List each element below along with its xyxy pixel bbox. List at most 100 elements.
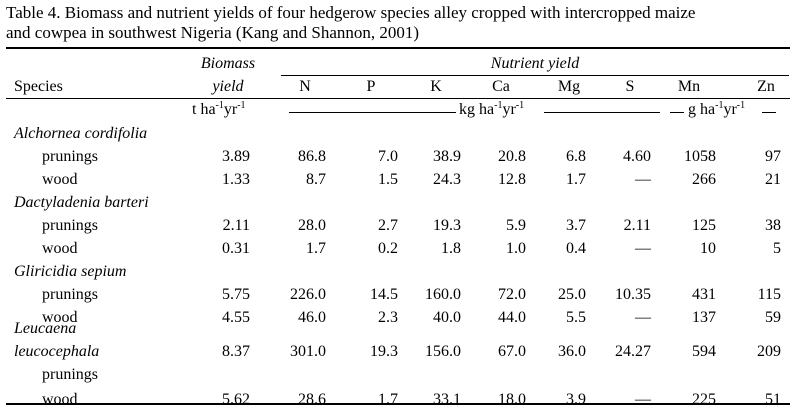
header-species: Species bbox=[14, 78, 63, 95]
cell-k: 33.1 bbox=[433, 391, 461, 408]
cell-p: 19.3 bbox=[370, 343, 398, 360]
cell-n: 28.0 bbox=[298, 217, 326, 234]
header-col-p: P bbox=[366, 78, 376, 95]
header-biomass-line2: yield bbox=[212, 78, 244, 95]
cell-mn: 1058 bbox=[684, 148, 716, 165]
cell-k: 156.0 bbox=[425, 343, 461, 360]
cell-zn: 97 bbox=[765, 148, 781, 165]
cell-n: 226.0 bbox=[290, 286, 326, 303]
row-label-prunings: prunings bbox=[42, 286, 98, 303]
cell-k: 40.0 bbox=[433, 309, 461, 326]
species-name: Gliricidia sepium bbox=[14, 263, 127, 280]
row-label-wood: wood bbox=[42, 171, 78, 188]
row-label-wood: wood bbox=[42, 309, 78, 326]
kg-unit-rule-left bbox=[289, 112, 456, 113]
cell-p: 2.7 bbox=[378, 217, 398, 234]
cell-p: 1.7 bbox=[378, 391, 398, 408]
bottom-rule bbox=[6, 403, 790, 405]
cell-k: 160.0 bbox=[425, 286, 461, 303]
row-label-wood: wood bbox=[42, 240, 78, 257]
cell-mg: 3.9 bbox=[566, 391, 586, 408]
cell-n: 28.6 bbox=[298, 391, 326, 408]
header-nutrient-yield: Nutrient yield bbox=[490, 55, 580, 72]
cell-s: 4.60 bbox=[623, 148, 651, 165]
header-rule bbox=[6, 98, 790, 99]
kg-unit-rule-right bbox=[544, 112, 660, 113]
g-unit-rule-right bbox=[762, 112, 776, 113]
header-col-mg: Mg bbox=[557, 78, 581, 95]
cell-mg: 6.8 bbox=[566, 148, 586, 165]
cell-biomass: 5.75 bbox=[222, 286, 250, 303]
cell-n: 301.0 bbox=[290, 343, 326, 360]
cell-s: — bbox=[635, 240, 651, 257]
header-biomass-line1: Biomass bbox=[200, 55, 256, 72]
row-label-prunings: prunings bbox=[42, 148, 98, 165]
header-col-zn: Zn bbox=[757, 78, 775, 95]
cell-zn: 209 bbox=[757, 343, 781, 360]
cell-p: 0.2 bbox=[378, 240, 398, 257]
cell-n: 1.7 bbox=[306, 240, 326, 257]
cell-ca: 1.0 bbox=[506, 240, 526, 257]
cell-ca: 72.0 bbox=[498, 286, 526, 303]
cell-biomass: 2.11 bbox=[222, 217, 250, 234]
cell-n: 46.0 bbox=[298, 309, 326, 326]
cell-n: 86.8 bbox=[298, 148, 326, 165]
cell-mg: 3.7 bbox=[566, 217, 586, 234]
cell-s: — bbox=[635, 171, 651, 188]
header-col-k: K bbox=[430, 78, 442, 95]
unit-g: g ha-1yr-1 bbox=[688, 100, 746, 119]
cell-ca: 67.0 bbox=[498, 343, 526, 360]
cell-ca: 5.9 bbox=[506, 217, 526, 234]
unit-kg: kg ha-1yr-1 bbox=[459, 100, 525, 119]
cell-mg: 36.0 bbox=[558, 343, 586, 360]
cell-k: 24.3 bbox=[433, 171, 461, 188]
cell-k: 1.8 bbox=[441, 240, 461, 257]
cell-biomass: 0.31 bbox=[222, 240, 250, 257]
cell-biomass: 8.37 bbox=[222, 343, 250, 360]
cell-s: 2.11 bbox=[623, 217, 651, 234]
species-name: Alchornea cordifolia bbox=[14, 125, 148, 142]
table-caption: Table 4. Biomass and nutrient yields of … bbox=[6, 3, 791, 43]
cell-n: 8.7 bbox=[306, 171, 326, 188]
cell-s: 24.27 bbox=[615, 343, 651, 360]
cell-zn: 21 bbox=[765, 171, 781, 188]
cell-zn: 59 bbox=[765, 309, 781, 326]
cell-ca: 44.0 bbox=[498, 309, 526, 326]
cell-mn: 10 bbox=[700, 240, 716, 257]
cell-p: 14.5 bbox=[370, 286, 398, 303]
cell-mn: 431 bbox=[692, 286, 716, 303]
row-label-wood: wood bbox=[42, 391, 78, 408]
cell-mg: 5.5 bbox=[566, 309, 586, 326]
cell-mn: 266 bbox=[692, 171, 716, 188]
cell-biomass: 1.33 bbox=[222, 171, 250, 188]
row-label-prunings: prunings bbox=[42, 217, 98, 234]
cell-p: 2.3 bbox=[378, 309, 398, 326]
cell-s: — bbox=[635, 309, 651, 326]
cell-biomass: 5.62 bbox=[222, 391, 250, 408]
cell-zn: 38 bbox=[765, 217, 781, 234]
species-name: Dactyladenia barteri bbox=[14, 194, 149, 211]
cell-zn: 5 bbox=[773, 240, 781, 257]
cell-mn: 225 bbox=[692, 391, 716, 408]
cell-s: 10.35 bbox=[615, 286, 651, 303]
nutrient-yield-rule bbox=[281, 75, 789, 76]
cell-p: 7.0 bbox=[378, 148, 398, 165]
cell-mg: 25.0 bbox=[558, 286, 586, 303]
header-col-s: S bbox=[625, 78, 635, 95]
caption-line-1: Table 4. Biomass and nutrient yields of … bbox=[6, 3, 696, 22]
cell-zn: 51 bbox=[765, 391, 781, 408]
top-rule bbox=[6, 47, 790, 49]
cell-biomass: 4.55 bbox=[222, 309, 250, 326]
cell-ca: 12.8 bbox=[498, 171, 526, 188]
cell-ca: 20.8 bbox=[498, 148, 526, 165]
g-unit-rule-left bbox=[670, 112, 684, 113]
row-label-prunings: prunings bbox=[42, 366, 98, 383]
species-name-line1: Leucaena bbox=[14, 320, 77, 337]
header-col-mn: Mn bbox=[677, 78, 701, 95]
cell-mn: 594 bbox=[692, 343, 716, 360]
cell-biomass: 3.89 bbox=[222, 148, 250, 165]
cell-p: 1.5 bbox=[378, 171, 398, 188]
header-col-ca: Ca bbox=[492, 78, 510, 95]
cell-s: — bbox=[635, 391, 651, 408]
cell-k: 38.9 bbox=[433, 148, 461, 165]
